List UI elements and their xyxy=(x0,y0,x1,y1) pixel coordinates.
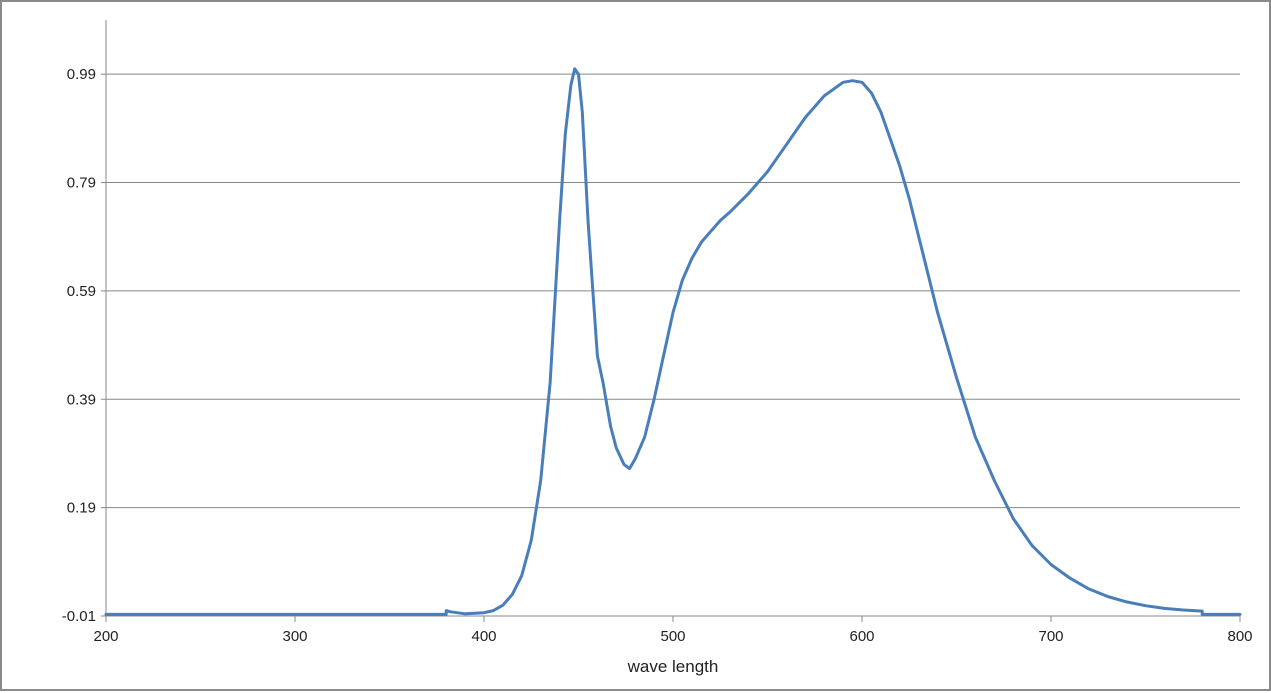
y-tick-label-4: 0.79 xyxy=(67,175,96,192)
x-tick-label-1: 300 xyxy=(282,628,307,645)
x-tick-label-0: 200 xyxy=(93,628,118,645)
series-line-0 xyxy=(104,67,1242,616)
y-tick-label-0: -0.01 xyxy=(62,608,96,625)
y-tick-label-5: 0.99 xyxy=(67,66,96,83)
x-tick-label-4: 600 xyxy=(849,628,874,645)
x-tick-labels: 200 300 400 500 600 700 800 xyxy=(93,628,1252,645)
series-layer xyxy=(104,67,1242,616)
x-tick-label-2: 400 xyxy=(471,628,496,645)
x-axis-title: wave length xyxy=(627,657,719,676)
y-tick-labels: -0.01 0.19 0.39 0.59 0.79 0.99 xyxy=(62,66,96,625)
y-tick-label-1: 0.19 xyxy=(67,500,96,517)
grid-lines xyxy=(106,73,1240,509)
x-tick-label-5: 700 xyxy=(1038,628,1063,645)
x-tick-label-6: 800 xyxy=(1227,628,1252,645)
y-tick-label-2: 0.39 xyxy=(67,391,96,408)
axes xyxy=(101,20,1241,622)
y-tick-label-3: 0.59 xyxy=(67,283,96,300)
x-tick-label-3: 500 xyxy=(660,628,685,645)
